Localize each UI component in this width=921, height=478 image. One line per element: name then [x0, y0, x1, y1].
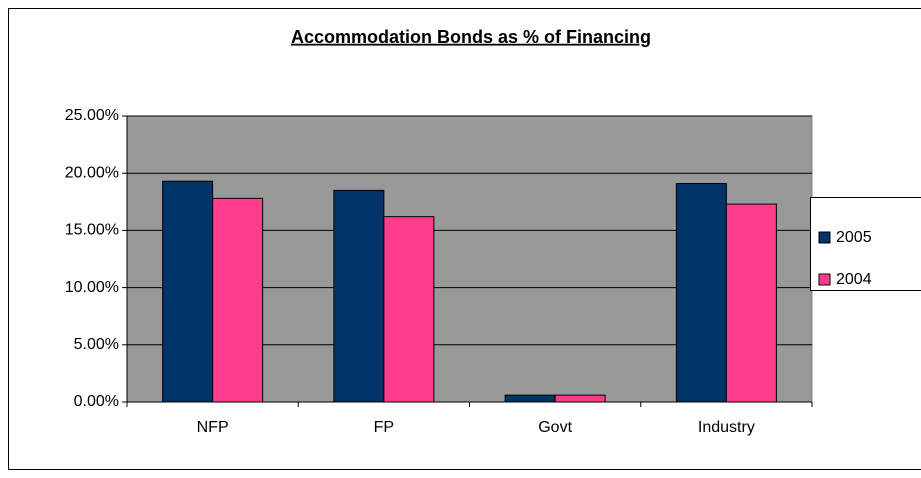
legend-label: 2005 [836, 229, 872, 246]
y-tick-label: 0.00% [74, 393, 119, 410]
x-tick-label: NFP [197, 419, 229, 436]
bar [162, 180, 214, 403]
bar [554, 394, 606, 403]
bar [725, 203, 777, 403]
y-tick-label: 5.00% [74, 336, 119, 353]
legend-swatch [818, 231, 831, 244]
bar [212, 197, 264, 403]
chart-title: Accommodation Bonds as % of Financing [291, 27, 651, 47]
x-tick-label: Govt [538, 419, 572, 436]
bar [333, 189, 385, 403]
bar [675, 182, 727, 403]
x-tick-label: Industry [698, 419, 755, 436]
bar [504, 394, 556, 403]
y-tick-label: 25.00% [65, 107, 119, 124]
x-tick-label: FP [374, 419, 394, 436]
y-tick-label: 10.00% [65, 279, 119, 296]
y-tick-label: 15.00% [65, 222, 119, 239]
bar [383, 216, 435, 403]
legend-swatch [818, 273, 831, 286]
y-tick-label: 20.00% [65, 164, 119, 181]
legend-label: 2004 [836, 271, 872, 288]
